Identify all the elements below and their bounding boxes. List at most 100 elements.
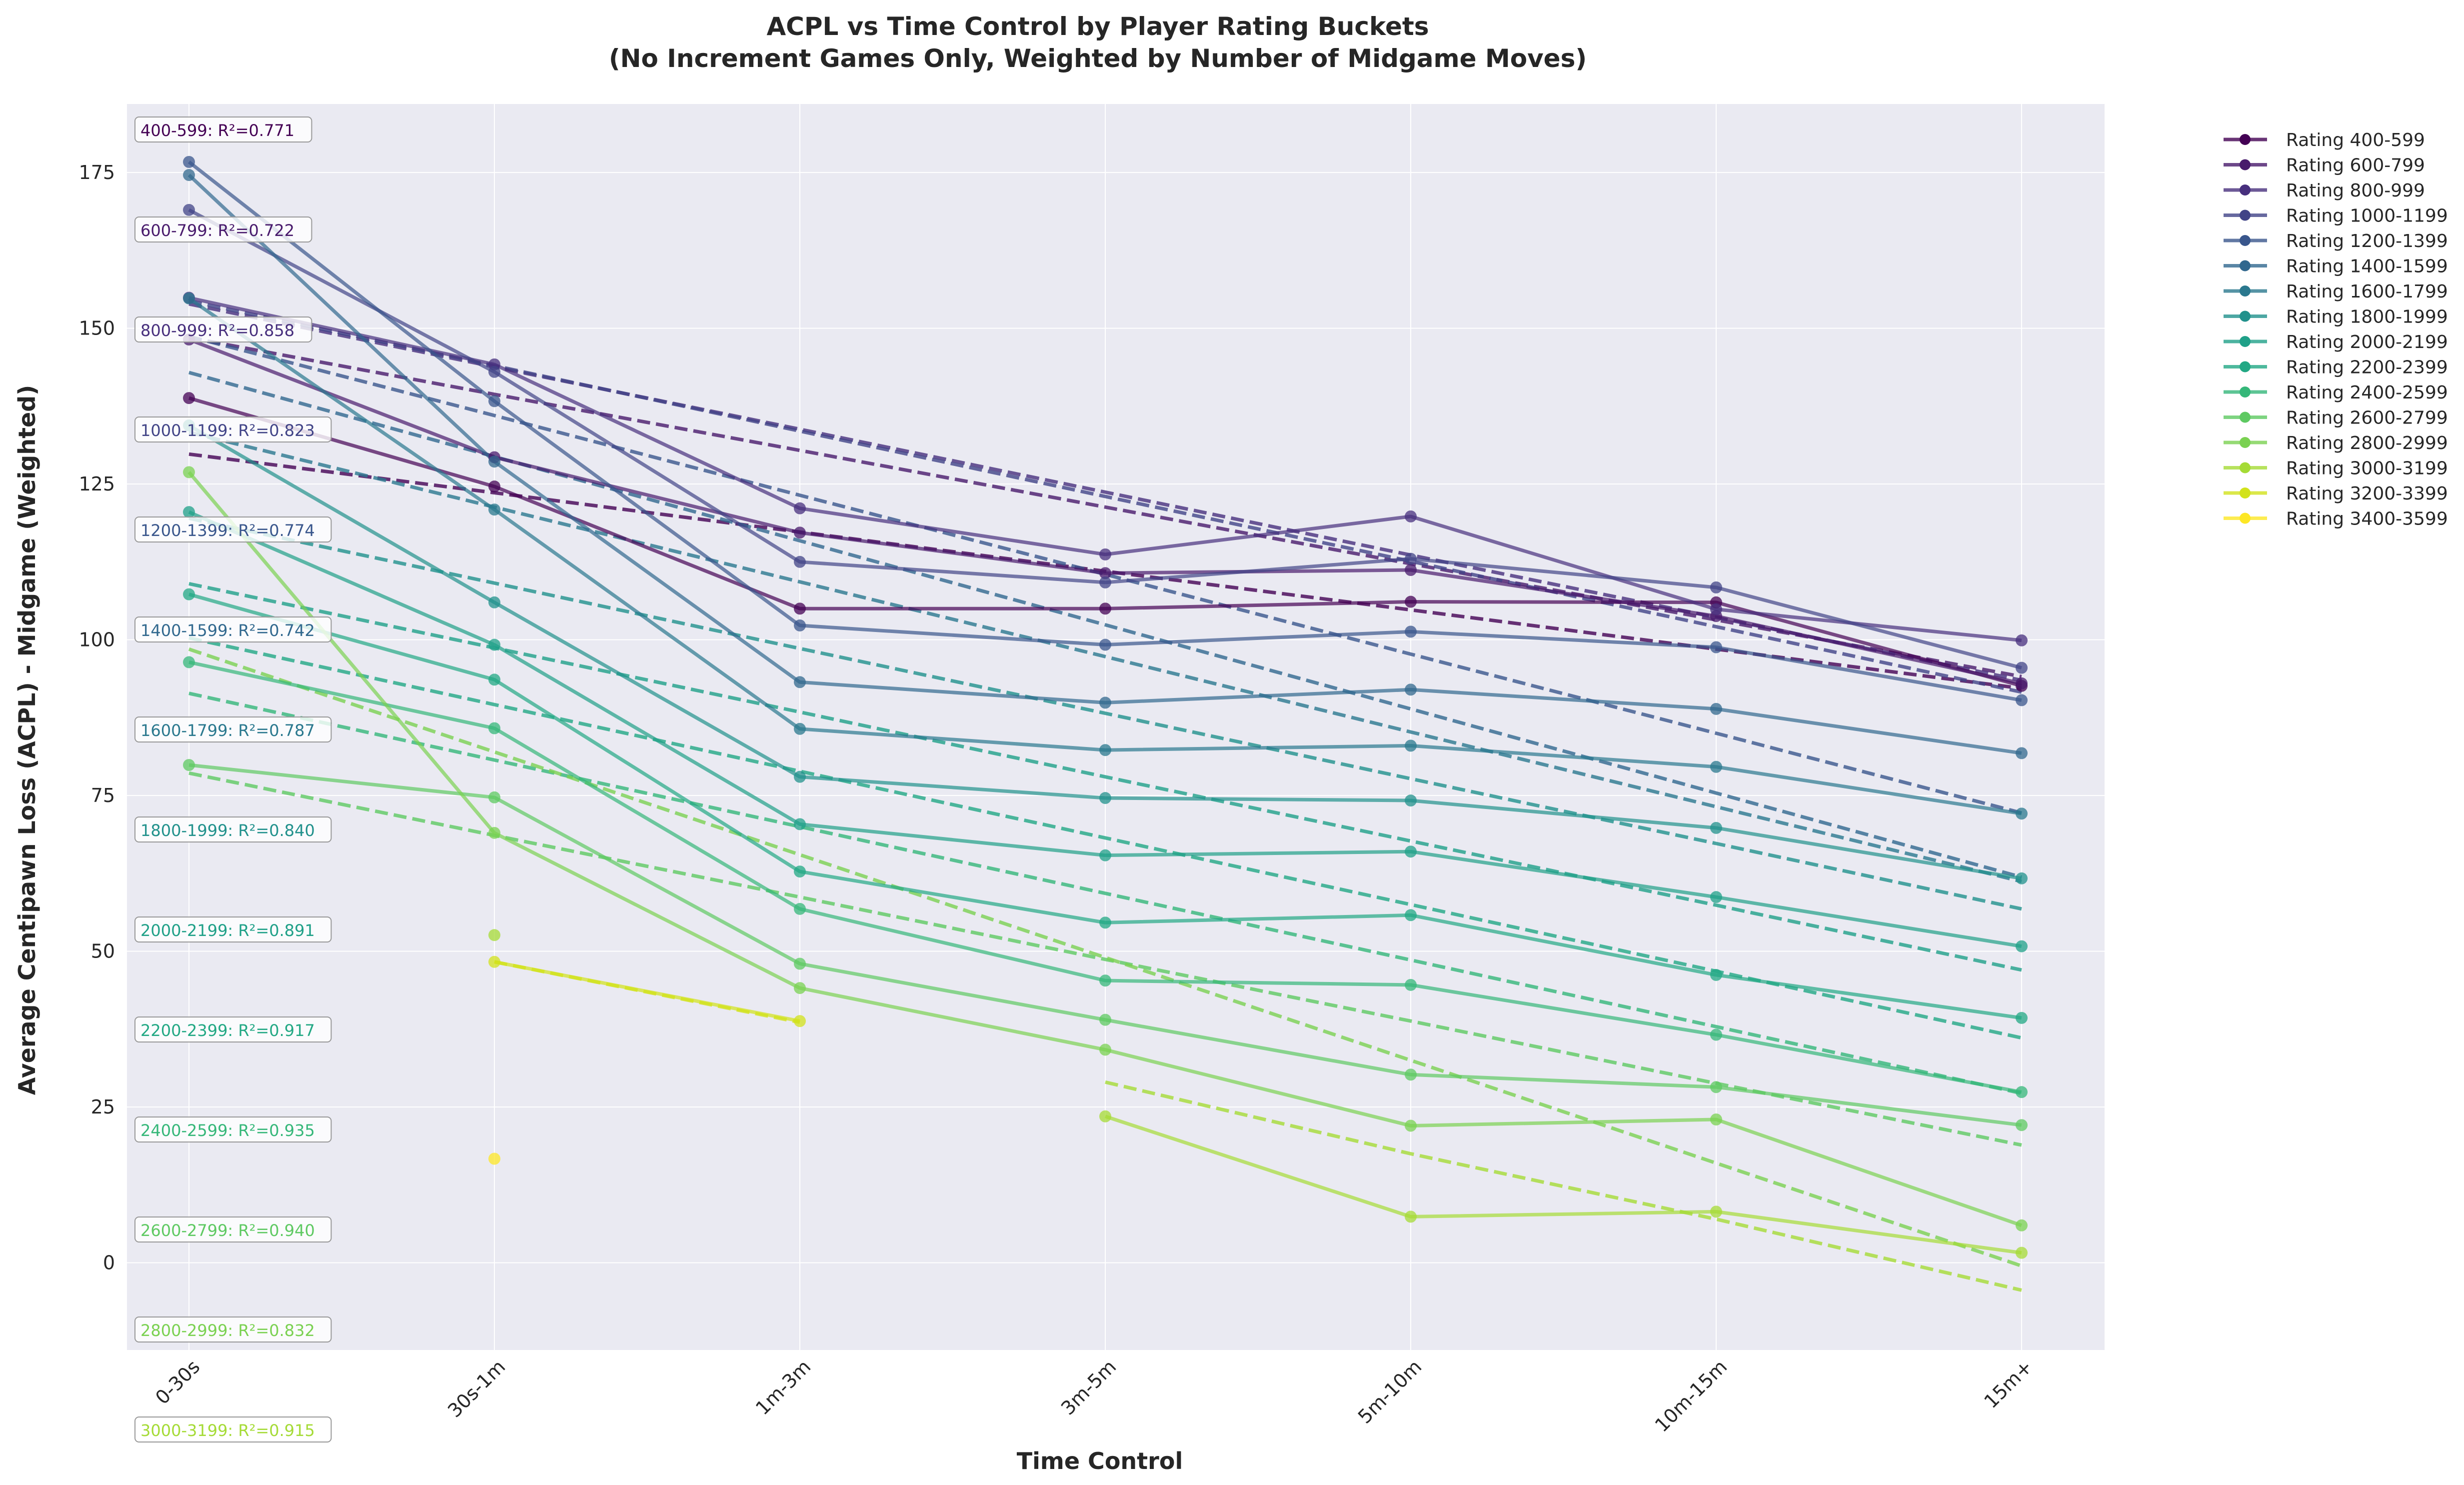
data-point bbox=[1405, 909, 1417, 922]
legend-marker bbox=[2240, 437, 2251, 448]
x-tick-label: 5m-10m bbox=[1354, 1356, 1426, 1428]
data-point bbox=[2016, 1246, 2028, 1259]
data-point bbox=[2016, 677, 2028, 690]
r2-label-box bbox=[134, 516, 332, 542]
r2-label-box bbox=[134, 1216, 332, 1242]
y-tick-label: 150 bbox=[78, 318, 115, 340]
data-point bbox=[2016, 634, 2028, 646]
data-point bbox=[1405, 596, 1417, 608]
data-point bbox=[488, 1152, 500, 1165]
data-point bbox=[1099, 602, 1111, 615]
data-point bbox=[2016, 662, 2028, 674]
data-point bbox=[1099, 548, 1111, 560]
x-tick-label: 10m-15m bbox=[1651, 1356, 1732, 1436]
r2-label: 1800-1999: R²=0.840 bbox=[140, 821, 315, 840]
data-point bbox=[488, 674, 500, 686]
data-point bbox=[1710, 641, 1722, 654]
legend-marker bbox=[2240, 336, 2251, 347]
data-point bbox=[794, 958, 806, 970]
trend-line bbox=[188, 692, 2022, 1096]
data-point bbox=[1099, 1110, 1111, 1122]
data-point bbox=[1099, 792, 1111, 804]
data-point bbox=[1710, 1028, 1722, 1041]
r2-label-box bbox=[134, 216, 312, 242]
r2-label: 2400-2599: R²=0.935 bbox=[140, 1121, 315, 1140]
x-tick-label: 3m-5m bbox=[1057, 1356, 1120, 1419]
r2-label: 2800-2999: R²=0.832 bbox=[140, 1321, 315, 1340]
data-point bbox=[1405, 626, 1417, 638]
r2-label-box bbox=[134, 1316, 332, 1342]
data-point bbox=[794, 502, 806, 514]
series-points bbox=[183, 156, 2028, 1259]
data-point bbox=[1710, 968, 1722, 981]
r2-labels: 400-599: R²=0.771 600-799: R²=0.722 800-99… bbox=[134, 116, 332, 1442]
legend-entry: Rating 3000-3199 bbox=[2286, 458, 2448, 479]
data-point bbox=[488, 395, 500, 408]
legend-entry: Rating 1600-1799 bbox=[2286, 282, 2448, 302]
data-point bbox=[1405, 846, 1417, 858]
series-line bbox=[494, 960, 800, 1023]
legend: Rating 400-599 Rating 600-799 Rating 800-9… bbox=[2224, 130, 2448, 530]
legend-entry: Rating 1400-1599 bbox=[2286, 256, 2448, 277]
data-point bbox=[183, 466, 195, 478]
data-point bbox=[1405, 978, 1417, 991]
y-axis-label: Average Centipawn Loss (ACPL) - Midgame … bbox=[13, 385, 40, 1095]
data-point bbox=[2016, 872, 2028, 884]
legend-entry: Rating 2200-2399 bbox=[2286, 358, 2448, 378]
legend-entry: Rating 600-799 bbox=[2286, 156, 2425, 176]
r2-label-box bbox=[134, 1116, 332, 1142]
legend-entry: Rating 2600-2799 bbox=[2286, 408, 2448, 428]
r2-label: 600-799: R²=0.722 bbox=[140, 221, 294, 240]
data-point bbox=[1405, 1120, 1417, 1132]
y-axis-ticks: 0 25 50 75 100 125 150 175 bbox=[78, 162, 115, 1274]
r2-label-box bbox=[134, 1016, 332, 1042]
data-point bbox=[1710, 1081, 1722, 1094]
data-point bbox=[1099, 1044, 1111, 1056]
data-point bbox=[1710, 1113, 1722, 1126]
trend-line bbox=[1105, 1080, 2022, 1292]
data-point bbox=[1405, 794, 1417, 807]
r2-label-box bbox=[134, 816, 332, 842]
data-point bbox=[183, 169, 195, 182]
r2-label: 2000-2199: R²=0.891 bbox=[140, 921, 315, 940]
data-point bbox=[1099, 916, 1111, 929]
legend-marker bbox=[2240, 260, 2251, 272]
y-tick-label: 25 bbox=[91, 1096, 115, 1118]
data-point bbox=[1710, 891, 1722, 904]
trend-line bbox=[188, 334, 2022, 815]
x-tick-label: 15m+ bbox=[1980, 1356, 2037, 1412]
data-point bbox=[488, 956, 500, 968]
legend-marker bbox=[2240, 488, 2251, 498]
data-point bbox=[794, 818, 806, 830]
series-line bbox=[1104, 1114, 2022, 1255]
data-point bbox=[1099, 576, 1111, 588]
data-point bbox=[183, 156, 195, 168]
data-point bbox=[2016, 940, 2028, 952]
data-point bbox=[488, 480, 500, 493]
r2-label: 1200-1399: R²=0.774 bbox=[140, 521, 315, 540]
data-point bbox=[488, 638, 500, 651]
legend-marker bbox=[2240, 462, 2251, 474]
legend-marker bbox=[2240, 386, 2251, 398]
legend-entry: Rating 400-599 bbox=[2286, 130, 2425, 150]
data-point bbox=[1099, 974, 1111, 987]
r2-label-box bbox=[134, 716, 332, 742]
data-point bbox=[1405, 1068, 1417, 1081]
trend-line bbox=[188, 336, 2022, 678]
r2-label: 800-999: R²=0.858 bbox=[140, 321, 294, 340]
chart-subtitle: (No Increment Games Only, Weighted by Nu… bbox=[609, 44, 1587, 73]
data-point bbox=[1099, 638, 1111, 651]
r2-label: 1600-1799: R²=0.787 bbox=[140, 721, 315, 740]
data-point bbox=[2016, 694, 2028, 706]
data-point bbox=[488, 791, 500, 804]
legend-entry: Rating 2000-2199 bbox=[2286, 332, 2448, 352]
legend-entry: Rating 2800-2999 bbox=[2286, 433, 2448, 454]
data-point bbox=[794, 982, 806, 994]
data-point bbox=[1710, 760, 1722, 773]
data-point bbox=[1710, 702, 1722, 715]
legend-entry: Rating 3400-3599 bbox=[2286, 509, 2448, 530]
legend-marker bbox=[2240, 159, 2251, 170]
data-point bbox=[794, 602, 806, 615]
data-point bbox=[488, 826, 500, 839]
legend-marker bbox=[2240, 184, 2251, 196]
